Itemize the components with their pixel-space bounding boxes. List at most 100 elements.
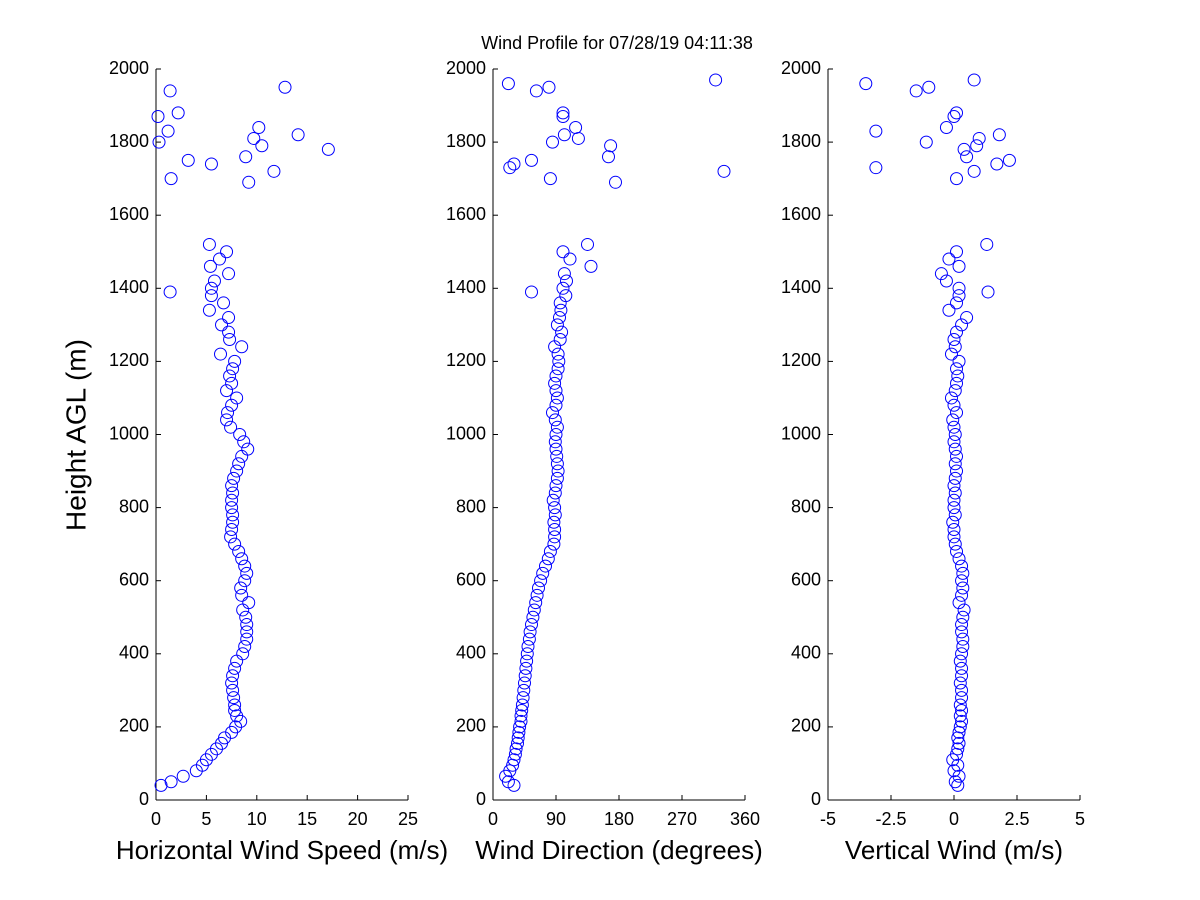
y-tick-label: 200 — [791, 716, 821, 736]
point — [548, 530, 562, 544]
point — [942, 303, 956, 317]
point — [204, 157, 218, 171]
x-tick-label: -2.5 — [875, 809, 906, 829]
point — [536, 566, 550, 580]
y-tick-label: 600 — [119, 569, 149, 589]
point — [955, 625, 969, 639]
point — [556, 245, 570, 259]
point — [515, 698, 529, 712]
point — [225, 479, 239, 493]
point — [950, 325, 964, 339]
point — [523, 625, 537, 639]
point — [980, 237, 994, 251]
point — [238, 574, 252, 588]
point — [230, 464, 244, 478]
y-tick-label: 2000 — [109, 58, 149, 78]
x-tick-label: 0 — [151, 809, 161, 829]
point — [527, 603, 541, 617]
point — [548, 376, 562, 390]
point — [581, 237, 594, 251]
point — [549, 479, 563, 493]
point — [948, 442, 962, 456]
point — [569, 120, 583, 134]
point — [227, 691, 241, 705]
point — [955, 714, 969, 728]
point — [228, 661, 242, 675]
point — [548, 523, 562, 537]
y-tick-label: 1800 — [446, 131, 486, 151]
point — [947, 332, 961, 346]
point — [955, 559, 969, 573]
y-tick-label: 1400 — [109, 277, 149, 297]
point — [548, 486, 562, 500]
point — [232, 544, 246, 558]
point — [532, 581, 545, 595]
point — [957, 603, 971, 617]
point — [507, 753, 521, 767]
point — [222, 325, 236, 339]
point — [550, 449, 564, 463]
x-tick-label: 90 — [546, 809, 566, 829]
point — [551, 464, 565, 478]
point — [546, 135, 559, 149]
point — [555, 325, 569, 339]
point — [947, 398, 961, 412]
point — [547, 515, 561, 529]
point — [952, 552, 966, 566]
point — [549, 369, 563, 383]
point — [507, 157, 521, 171]
y-tick-label: 400 — [456, 643, 486, 663]
point — [203, 259, 217, 273]
point — [226, 362, 240, 376]
point — [291, 128, 305, 142]
point — [514, 709, 528, 723]
point — [953, 676, 967, 690]
point — [233, 428, 247, 441]
point — [947, 501, 961, 515]
point — [223, 369, 237, 383]
point — [508, 747, 522, 761]
point — [214, 347, 228, 361]
point — [950, 362, 964, 376]
point — [241, 442, 255, 456]
point — [553, 311, 566, 325]
point — [550, 457, 564, 471]
point — [238, 559, 252, 573]
point — [955, 618, 969, 632]
point — [548, 501, 562, 515]
x-tick-label: 180 — [604, 809, 634, 829]
point — [232, 457, 246, 471]
point — [981, 285, 995, 299]
point — [509, 742, 523, 756]
point — [919, 135, 933, 149]
point — [947, 435, 961, 449]
point — [252, 120, 266, 134]
point — [859, 77, 873, 91]
y-tick-label: 400 — [791, 643, 821, 663]
point — [950, 376, 964, 390]
point — [225, 676, 239, 690]
y-tick-label: 1600 — [109, 204, 149, 224]
point — [518, 669, 532, 683]
point — [551, 347, 565, 361]
y-tick-label: 200 — [456, 716, 486, 736]
point — [521, 639, 535, 653]
point — [956, 610, 970, 624]
point — [953, 720, 967, 734]
x-tick-label: 10 — [247, 809, 267, 829]
point — [956, 566, 970, 580]
point — [556, 281, 570, 295]
x-tick-label: 5 — [201, 809, 211, 829]
point — [946, 413, 960, 427]
point — [571, 131, 585, 145]
point — [955, 669, 969, 683]
point — [503, 161, 517, 175]
point — [709, 73, 723, 87]
point — [946, 515, 960, 529]
point — [939, 120, 953, 134]
point — [221, 406, 235, 420]
point — [161, 124, 175, 138]
point — [553, 332, 567, 346]
point — [164, 172, 178, 186]
point — [511, 731, 525, 745]
